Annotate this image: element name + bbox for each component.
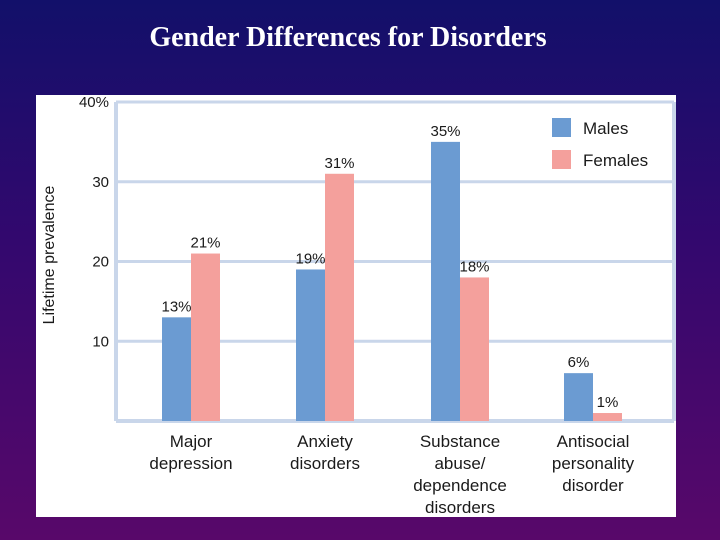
slide-title: Gender Differences for Disorders <box>149 22 547 53</box>
data-label: 35% <box>430 123 460 140</box>
category-label: Major depression <box>149 432 232 473</box>
data-label: 19% <box>295 250 325 267</box>
bar-males <box>296 269 325 421</box>
bar-males <box>564 373 593 421</box>
bar-males <box>162 317 191 421</box>
data-label: 21% <box>190 235 220 252</box>
legend-label: Females <box>583 151 648 170</box>
y-axis-label: Lifetime prevalence <box>41 186 58 325</box>
data-label: 6% <box>568 354 590 371</box>
bar-chart: 10 20 30 40% 13% 19% 35% 6% 21% 31% 18% 1% Major de… <box>41 95 676 517</box>
data-label: 13% <box>161 298 191 315</box>
bar-females <box>460 277 489 421</box>
legend-swatch <box>552 150 571 169</box>
bar-males <box>431 141 460 421</box>
category-label: Anxiety disorders <box>290 432 360 473</box>
legend-label: Males <box>583 119 628 138</box>
bar-females <box>191 253 220 421</box>
legend: Males Females <box>552 118 648 170</box>
category-label: Antisocial personality disorder <box>552 432 635 495</box>
y-tick-label: 40% <box>79 95 109 111</box>
bars <box>162 141 622 421</box>
data-labels: 13% 19% 35% 6% 21% 31% 18% 1% <box>161 123 618 411</box>
legend-swatch <box>552 118 571 137</box>
data-label: 18% <box>459 258 489 275</box>
y-tick-label: 30 <box>92 174 109 191</box>
category-label: Substance abuse/dependence disorders <box>413 432 507 517</box>
bar-females <box>593 413 622 421</box>
y-tick-label: 20 <box>92 254 109 271</box>
chart-panel: 10 20 30 40% 13% 19% 35% 6% 21% 31% 18% 1% Major de… <box>36 95 676 517</box>
y-tick-label: 10 <box>92 333 109 350</box>
category-labels: Major depression Anxiety disorders Substance… <box>149 432 634 517</box>
data-label: 31% <box>324 155 354 172</box>
data-label: 1% <box>597 394 619 411</box>
bar-females <box>325 173 354 421</box>
y-tick-labels: 10 20 30 40% <box>79 95 109 350</box>
